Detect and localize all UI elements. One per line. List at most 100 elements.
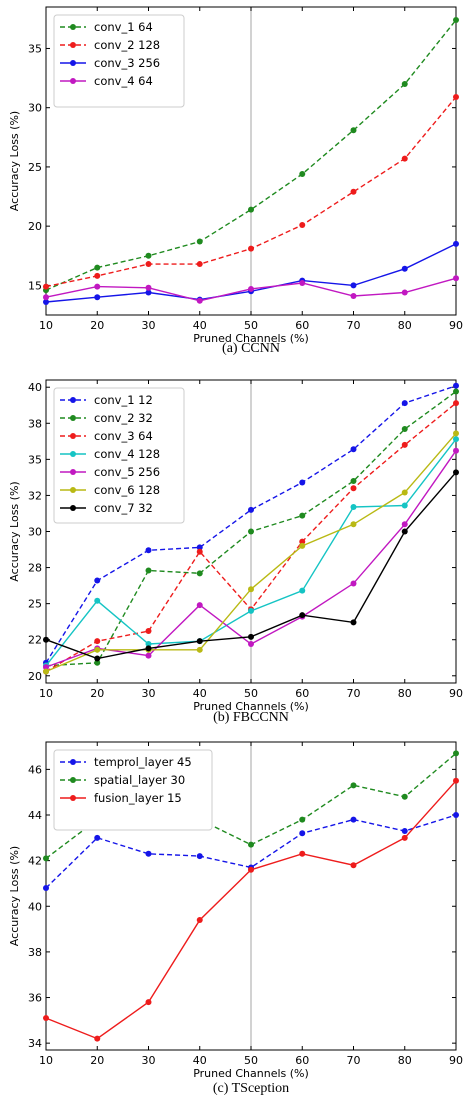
x-tick-label: 40 bbox=[193, 319, 207, 332]
data-point bbox=[196, 570, 203, 577]
y-tick-label: 30 bbox=[28, 526, 42, 539]
x-tick-label: 50 bbox=[244, 687, 258, 700]
x-tick-label: 40 bbox=[193, 1054, 207, 1067]
data-point bbox=[401, 528, 408, 535]
y-tick-label: 38 bbox=[28, 946, 42, 959]
legend-marker bbox=[70, 78, 76, 84]
data-point bbox=[401, 265, 408, 272]
legend-label: conv_7 32 bbox=[94, 501, 153, 515]
y-tick-label: 46 bbox=[28, 763, 42, 776]
y-tick-label: 36 bbox=[28, 992, 42, 1005]
legend-marker bbox=[70, 42, 76, 48]
y-tick-label: 42 bbox=[28, 855, 42, 868]
data-point bbox=[94, 638, 101, 645]
legend bbox=[53, 749, 213, 831]
legend-marker bbox=[70, 759, 76, 765]
data-point bbox=[401, 827, 408, 834]
data-point bbox=[401, 289, 408, 296]
data-point bbox=[145, 628, 152, 635]
data-point bbox=[299, 221, 306, 228]
y-tick-label: 40 bbox=[28, 381, 42, 394]
y-tick-label: 35 bbox=[28, 42, 42, 55]
data-point bbox=[350, 580, 357, 587]
legend-label: conv_4 64 bbox=[94, 74, 153, 88]
y-tick-label: 34 bbox=[28, 1037, 42, 1050]
legend-label: conv_2 128 bbox=[94, 38, 160, 52]
data-point bbox=[453, 275, 459, 282]
data-point bbox=[453, 750, 459, 757]
x-axis-label: Pruned Channels (%) bbox=[193, 332, 309, 345]
data-point bbox=[299, 850, 306, 857]
y-tick-label: 40 bbox=[28, 900, 42, 913]
data-point bbox=[94, 577, 101, 584]
legend-marker bbox=[70, 451, 76, 457]
x-tick-label: 80 bbox=[398, 319, 412, 332]
data-point bbox=[248, 245, 254, 252]
series-line bbox=[45, 385, 457, 664]
data-point bbox=[196, 548, 203, 555]
data-point bbox=[43, 1015, 49, 1022]
y-tick-label: 35 bbox=[28, 453, 42, 466]
legend-marker bbox=[70, 795, 76, 801]
data-point bbox=[145, 289, 152, 296]
data-point bbox=[299, 280, 306, 287]
data-point bbox=[94, 272, 101, 279]
x-tick-label: 10 bbox=[39, 687, 53, 700]
y-tick-label: 30 bbox=[28, 102, 42, 115]
data-point bbox=[196, 646, 203, 653]
data-point bbox=[248, 866, 254, 873]
data-point bbox=[94, 264, 101, 271]
x-tick-label: 80 bbox=[398, 1054, 412, 1067]
x-tick-label: 40 bbox=[193, 687, 207, 700]
data-point bbox=[145, 261, 152, 268]
x-tick-label: 30 bbox=[142, 687, 156, 700]
figure-caption: (c) TSception bbox=[213, 1081, 289, 1096]
data-point bbox=[350, 521, 357, 528]
data-point bbox=[196, 916, 203, 923]
x-tick-label: 20 bbox=[90, 1054, 104, 1067]
data-point bbox=[145, 547, 152, 554]
x-tick-label: 90 bbox=[449, 319, 463, 332]
y-tick-label: 20 bbox=[28, 220, 42, 233]
data-point bbox=[94, 655, 101, 662]
data-point bbox=[401, 400, 408, 407]
y-tick-label: 44 bbox=[28, 809, 42, 822]
data-point bbox=[94, 834, 101, 841]
data-point bbox=[350, 282, 357, 289]
data-point bbox=[401, 521, 408, 528]
x-tick-label: 20 bbox=[90, 319, 104, 332]
data-point bbox=[453, 447, 459, 454]
data-point bbox=[299, 538, 306, 545]
data-point bbox=[453, 388, 459, 395]
data-point bbox=[196, 853, 203, 860]
data-point bbox=[350, 485, 357, 492]
y-tick-label: 28 bbox=[28, 562, 42, 575]
data-point bbox=[43, 636, 49, 643]
data-point bbox=[248, 506, 254, 513]
data-point bbox=[145, 645, 152, 652]
x-tick-label: 70 bbox=[347, 687, 361, 700]
y-tick-label: 25 bbox=[28, 161, 42, 174]
chart-panel: 10 20 30 40 50 60 70 80 90202225283032353840Prun… bbox=[8, 379, 463, 725]
data-point bbox=[350, 293, 357, 300]
legend-label: fusion_layer 15 bbox=[94, 791, 182, 805]
figure-caption: (a) CCNN bbox=[222, 341, 280, 356]
data-point bbox=[43, 855, 49, 862]
legend-label: conv_1 64 bbox=[94, 20, 153, 34]
legend-marker bbox=[70, 24, 76, 30]
data-point bbox=[401, 81, 408, 87]
data-point bbox=[196, 602, 203, 609]
x-tick-label: 30 bbox=[142, 1054, 156, 1067]
data-point bbox=[453, 382, 459, 389]
x-tick-label: 60 bbox=[295, 1054, 309, 1067]
data-point bbox=[299, 479, 306, 486]
data-point bbox=[43, 294, 49, 301]
y-axis-label: Accuracy Loss (%) bbox=[8, 481, 21, 581]
legend-label: conv_4 128 bbox=[94, 447, 160, 461]
series-line bbox=[45, 19, 457, 291]
data-point bbox=[350, 188, 357, 195]
chart-panel: 10 20 30 40 50 60 70 80 90 34 36 38 40 42 44 46 Pruned C… bbox=[8, 741, 463, 1096]
data-point bbox=[453, 812, 459, 819]
data-point bbox=[94, 659, 101, 666]
